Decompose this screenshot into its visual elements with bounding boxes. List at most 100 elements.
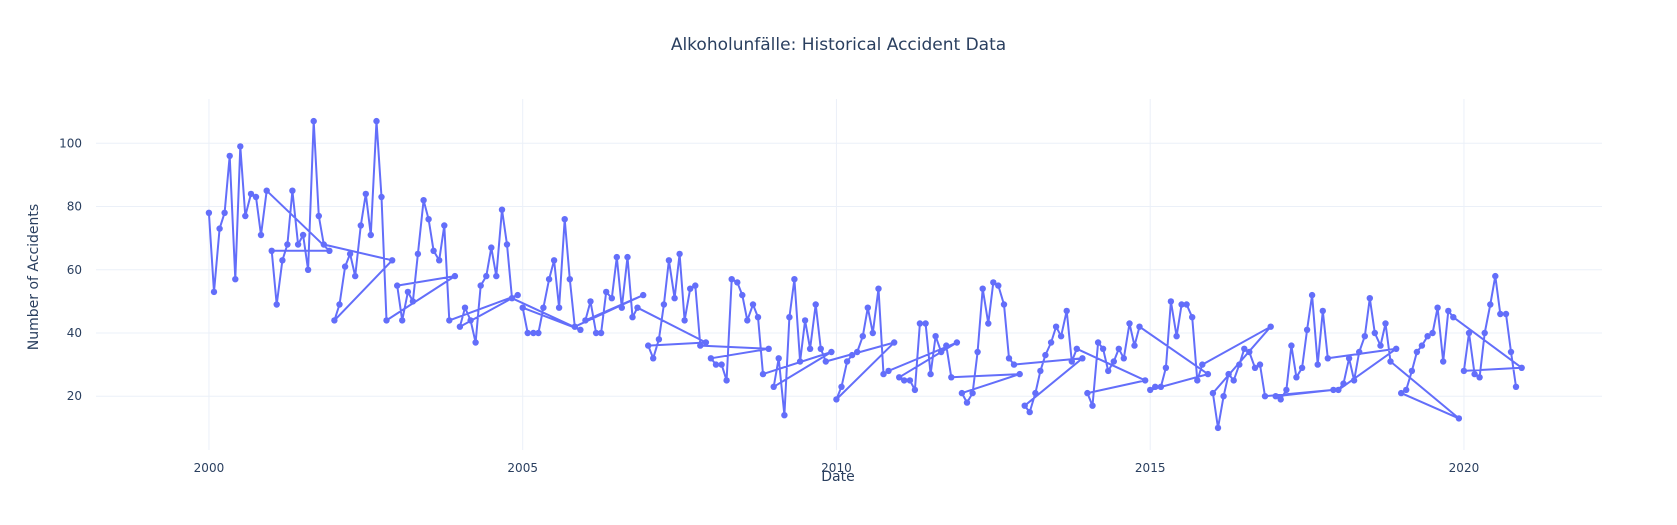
data-point [1189, 314, 1196, 321]
data-point [425, 216, 432, 223]
data-point [1460, 367, 1468, 375]
data-point [697, 342, 704, 349]
data-point [906, 377, 914, 384]
data-point [1303, 326, 1311, 333]
data-point [1497, 310, 1504, 318]
data-point [1398, 389, 1405, 397]
x-axis-ticks: 2000 2005 2010 2015 2020 [194, 461, 1480, 475]
data-point [848, 351, 856, 359]
data-point [1283, 386, 1290, 394]
data-point [843, 358, 851, 365]
data-point [995, 282, 1002, 289]
data-point [1115, 345, 1123, 352]
data-point [352, 272, 359, 280]
data-point [1136, 323, 1143, 330]
data-point [540, 304, 547, 311]
data-point [901, 377, 908, 384]
data-point [1487, 301, 1494, 308]
data-point [943, 342, 950, 349]
x-tick-label: 2010 [821, 461, 852, 475]
data-point [634, 304, 641, 311]
data-point [1042, 351, 1049, 359]
data-point [749, 301, 757, 308]
data-point [723, 377, 730, 384]
data-point [472, 339, 479, 346]
data-point [896, 374, 903, 381]
data-point [446, 317, 453, 324]
data-point [1152, 383, 1159, 390]
data-point [1230, 377, 1237, 384]
data-point [226, 152, 233, 160]
data-point [566, 276, 573, 283]
data-point [237, 143, 244, 150]
data-point [759, 370, 767, 378]
data-point [1408, 367, 1416, 375]
y-tick-label: 20 [67, 389, 82, 403]
data-point [252, 193, 260, 201]
data-point [786, 314, 793, 321]
data-point [687, 285, 694, 292]
data-point [493, 272, 500, 280]
data-point [744, 317, 751, 324]
data-point [932, 333, 939, 340]
series-line [207, 120, 1523, 429]
data-point [530, 329, 537, 337]
data-point [1518, 364, 1525, 371]
data-point [404, 288, 412, 296]
data-point [451, 272, 459, 280]
data-point [603, 288, 610, 296]
data-point [990, 279, 997, 286]
x-tick-label: 2015 [1135, 461, 1166, 475]
data-point [828, 348, 835, 356]
data-point [985, 320, 992, 327]
data-point [1330, 386, 1337, 394]
data-point [436, 257, 443, 264]
data-point [1209, 389, 1217, 397]
data-point [979, 285, 986, 292]
data-point [817, 345, 824, 352]
data-point [299, 231, 307, 239]
data-point [1308, 291, 1316, 299]
data-point [1199, 361, 1206, 368]
data-point [963, 399, 971, 406]
data-point [645, 342, 652, 349]
series-layer [205, 117, 1525, 432]
data-point [1063, 307, 1070, 315]
data-point [1194, 377, 1201, 384]
data-point [1183, 301, 1190, 308]
data-point [655, 336, 663, 343]
data-point [613, 253, 620, 261]
data-point [1016, 370, 1023, 378]
data-point [1293, 374, 1300, 381]
data-point [859, 333, 866, 340]
data-point [838, 383, 845, 390]
data-point [624, 253, 631, 261]
data-point [702, 339, 710, 346]
data-point [503, 241, 511, 248]
data-point [483, 272, 490, 280]
data-point [1445, 307, 1452, 315]
data-point [770, 383, 777, 390]
chart-title: Alkoholunfälle: Historical Accident Data [671, 35, 1006, 55]
data-point [587, 298, 594, 305]
data-point [1272, 393, 1279, 400]
data-point [891, 339, 898, 346]
data-point [1021, 402, 1028, 409]
data-point [582, 317, 589, 324]
data-point [221, 209, 228, 216]
data-point [953, 339, 961, 346]
data-point [331, 317, 338, 324]
data-point [519, 304, 526, 311]
data-point [676, 250, 683, 258]
data-point [1403, 386, 1410, 394]
data-point [1105, 367, 1112, 375]
data-point [430, 247, 437, 254]
data-point [969, 389, 976, 397]
data-point [1492, 272, 1499, 280]
data-point [289, 187, 296, 194]
data-point [707, 355, 715, 362]
data-point [304, 266, 312, 273]
data-point [1246, 348, 1253, 356]
data-point [974, 348, 981, 356]
